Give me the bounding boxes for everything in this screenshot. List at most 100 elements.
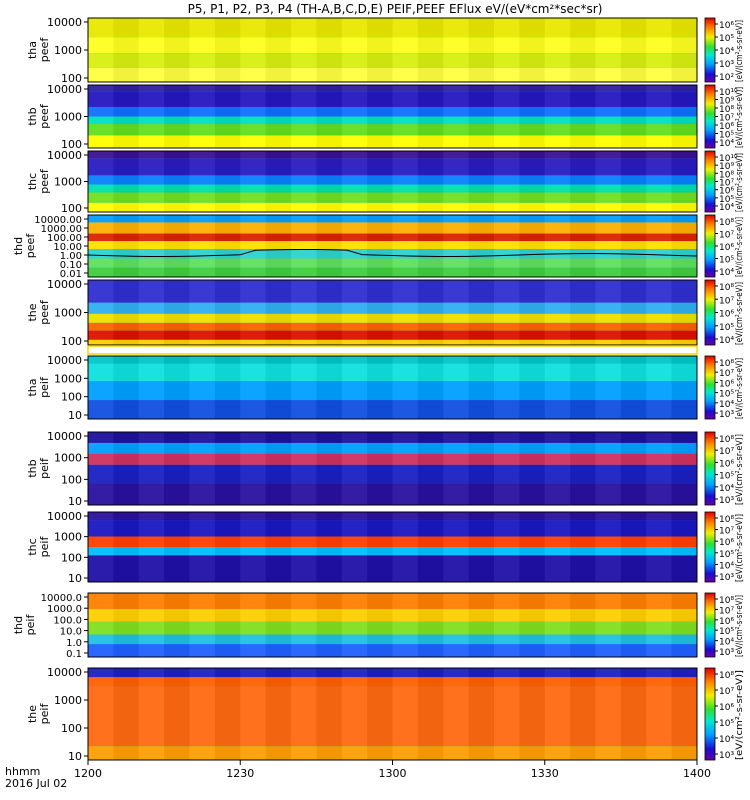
colorbar-tick-label: 10⁶	[719, 379, 734, 389]
time-block	[620, 356, 647, 419]
time-block	[443, 432, 469, 505]
time-block	[214, 356, 241, 419]
time-block	[595, 356, 621, 419]
y-tick-label: 100	[61, 72, 82, 85]
time-block	[214, 593, 241, 657]
time-block	[519, 151, 545, 212]
colorbar-unit-label: [eV/(cm²-s-sr-eV)]	[735, 153, 745, 212]
time-block	[468, 280, 494, 345]
time-block	[88, 85, 114, 148]
spectrogram-band	[88, 512, 697, 521]
time-block	[88, 215, 114, 277]
panel-the_peif: 10000 1000 100 10 the peif 10⁸ 10⁷ 10⁶ 10⁵ 10⁴ 10³[…	[26, 666, 745, 763]
time-block	[468, 85, 494, 148]
time-block	[189, 432, 215, 505]
colorbar-tick-label: 10⁶	[719, 538, 734, 548]
time-block	[265, 18, 291, 82]
time-block	[341, 280, 368, 345]
colorbar-tick-label: 10⁶	[719, 703, 734, 713]
colorbar	[704, 592, 716, 658]
time-block	[367, 593, 393, 657]
time-block	[189, 356, 215, 419]
time-block	[240, 85, 266, 148]
time-block	[595, 18, 621, 82]
time-block	[443, 668, 469, 760]
time-block	[316, 18, 342, 82]
spectrogram-band	[88, 202, 697, 212]
time-block	[417, 85, 444, 148]
spectrogram-band	[88, 280, 697, 303]
y-axis-label: thc	[26, 173, 39, 190]
time-block	[113, 215, 139, 277]
spectrogram-band	[88, 249, 697, 259]
y-tick-label: 10000	[47, 83, 82, 96]
time-block	[164, 151, 190, 212]
time-block	[189, 85, 215, 148]
panel-tha_peef: 10000 1000 100 tha peef 10⁶ 10⁵ 10⁴ 10³ 10² [eV/(c…	[26, 16, 745, 85]
time-block	[417, 356, 444, 419]
time-block	[341, 151, 368, 212]
y-tick-label: 100	[61, 335, 82, 348]
y-axis-label: peif	[38, 703, 51, 725]
colorbar-tick-label: 10⁵	[719, 627, 734, 637]
time-block	[367, 151, 393, 212]
colorbar-tick-label: 10⁴	[719, 203, 734, 213]
spectrogram-band	[88, 621, 697, 635]
y-tick-label: 1000	[54, 452, 82, 465]
y-tick-label: 1000	[54, 307, 82, 320]
time-block	[595, 668, 621, 760]
y-tick-label: 100	[61, 722, 82, 735]
time-block	[671, 85, 697, 148]
time-block	[468, 668, 494, 760]
time-block	[291, 668, 317, 760]
spectrogram-band	[88, 18, 697, 38]
colorbar-unit-label: [eV/(cm²-s-sr-eV)]	[735, 358, 745, 419]
time-block	[138, 151, 165, 212]
spectrogram-band	[88, 313, 697, 323]
colorbar-tick-label: 10⁵	[719, 472, 734, 482]
time-block	[544, 151, 571, 212]
colorbar	[704, 84, 716, 149]
time-block	[316, 512, 342, 582]
spectrogram-band	[88, 116, 697, 125]
spectrogram-band	[88, 241, 697, 250]
time-block	[113, 18, 139, 82]
colorbar-tick-label: 10⁶	[719, 243, 734, 253]
colorbar-tick-label: 10⁴	[719, 638, 734, 648]
time-block	[138, 85, 165, 148]
colorbar-unit-label: [eV/(cm²-s-sr-eV)]	[735, 595, 745, 657]
y-tick-label: 100.00	[47, 233, 82, 244]
time-block	[367, 18, 393, 82]
time-block	[620, 668, 647, 760]
time-block	[519, 356, 545, 419]
time-block	[138, 18, 165, 82]
time-block	[519, 668, 545, 760]
spectrogram-band	[88, 222, 697, 234]
time-block	[138, 512, 165, 582]
spectrogram-band	[88, 107, 697, 117]
time-block	[417, 151, 444, 212]
colorbar-tick-label: 10⁵	[719, 719, 734, 729]
time-block	[367, 432, 393, 505]
colorbar-tick-label: 10⁸	[719, 283, 734, 293]
time-block	[138, 668, 165, 760]
time-block	[443, 593, 469, 657]
y-axis-label: the	[26, 705, 39, 723]
y-tick-label: 1.00	[60, 251, 82, 262]
time-block	[214, 668, 241, 760]
y-axis-label: thd	[12, 237, 25, 255]
time-block	[417, 593, 444, 657]
time-block	[113, 432, 139, 505]
time-block	[417, 668, 444, 760]
time-block	[164, 280, 190, 345]
time-block	[341, 512, 368, 582]
y-tick-label: 100	[61, 551, 82, 564]
time-block	[570, 18, 596, 82]
y-axis-label: peif	[24, 614, 37, 636]
colorbar-tick-label: 10⁶	[719, 617, 734, 627]
y-axis-label: peef	[38, 37, 51, 63]
colorbar-tick-label: 10⁸	[719, 105, 734, 115]
time-block	[164, 85, 190, 148]
